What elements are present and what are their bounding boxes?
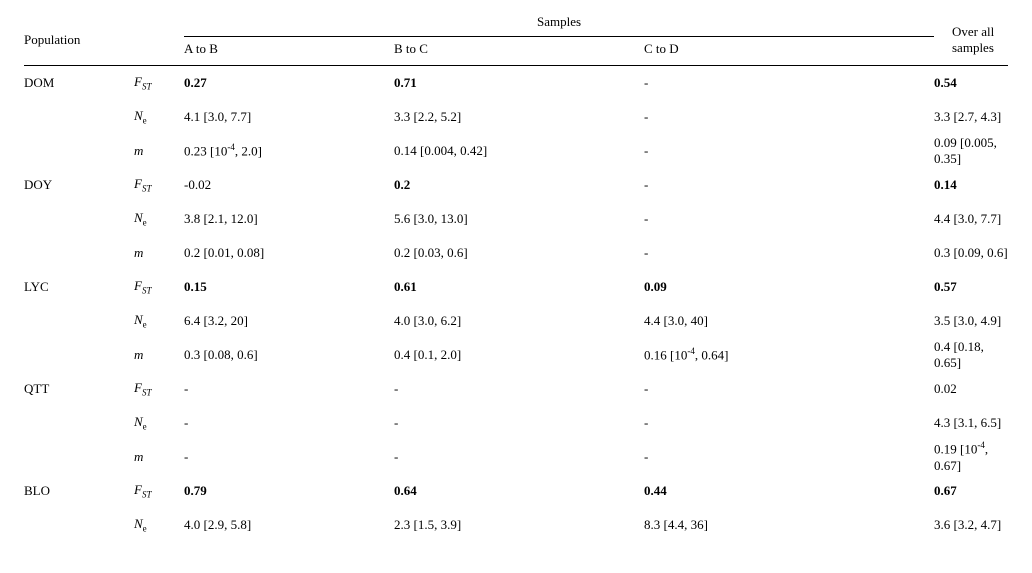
table-row: m 0.23 [10-4, 2.0] 0.14 [0.004, 0.42] - … — [24, 134, 1008, 168]
cell-over: 3.5 [3.0, 4.9] — [934, 304, 1008, 338]
cell-bc: 0.4 [0.1, 2.0] — [394, 338, 644, 372]
header-bc: B to C — [394, 37, 644, 66]
param-ne: Ne — [134, 202, 184, 236]
cell-ab: 0.2 [0.01, 0.08] — [184, 236, 394, 270]
cell-over: 0.3 [0.09, 0.6] — [934, 236, 1008, 270]
table-row: Ne 4.0 [2.9, 5.8] 2.3 [1.5, 3.9] 8.3 [4.… — [24, 508, 1008, 542]
population-cell: QTT — [24, 372, 134, 474]
cell-bc: 4.0 [3.0, 6.2] — [394, 304, 644, 338]
cell-over: 0.19 [10-4, 0.67] — [934, 440, 1008, 474]
cell-ab: 0.79 — [184, 474, 394, 508]
header-row-1: Population Samples Over all samples — [24, 14, 1008, 37]
population-cell: BLO — [24, 474, 134, 542]
cell-bc: 3.3 [2.2, 5.2] — [394, 100, 644, 134]
param-fst: FST — [134, 66, 184, 101]
param-ne: Ne — [134, 406, 184, 440]
cell-ab: 6.4 [3.2, 20] — [184, 304, 394, 338]
param-m: m — [134, 134, 184, 168]
table-row: Ne 3.8 [2.1, 12.0] 5.6 [3.0, 13.0] - 4.4… — [24, 202, 1008, 236]
cell-over: 0.14 — [934, 168, 1008, 202]
cell-cd: - — [644, 440, 934, 474]
param-ne: Ne — [134, 508, 184, 542]
cell-over: 4.4 [3.0, 7.7] — [934, 202, 1008, 236]
table-row: DOY FST -0.02 0.2 - 0.14 — [24, 168, 1008, 202]
population-cell: LYC — [24, 270, 134, 372]
table-row: Ne 4.1 [3.0, 7.7] 3.3 [2.2, 5.2] - 3.3 [… — [24, 100, 1008, 134]
cell-bc: 0.2 [0.03, 0.6] — [394, 236, 644, 270]
cell-over: 0.09 [0.005, 0.35] — [934, 134, 1008, 168]
cell-cd: 4.4 [3.0, 40] — [644, 304, 934, 338]
param-fst: FST — [134, 372, 184, 406]
population-cell: DOY — [24, 168, 134, 270]
param-fst: FST — [134, 270, 184, 304]
cell-cd: - — [644, 100, 934, 134]
cell-ab: 4.0 [2.9, 5.8] — [184, 508, 394, 542]
table-row: m 0.2 [0.01, 0.08] 0.2 [0.03, 0.6] - 0.3… — [24, 236, 1008, 270]
header-cd: C to D — [644, 37, 934, 66]
param-m: m — [134, 236, 184, 270]
cell-ab: 4.1 [3.0, 7.7] — [184, 100, 394, 134]
cell-cd: - — [644, 168, 934, 202]
cell-ab: - — [184, 372, 394, 406]
cell-ab: - — [184, 440, 394, 474]
cell-over: 0.4 [0.18, 0.65] — [934, 338, 1008, 372]
param-ne: Ne — [134, 100, 184, 134]
table-row: Ne 6.4 [3.2, 20] 4.0 [3.0, 6.2] 4.4 [3.0… — [24, 304, 1008, 338]
cell-bc: - — [394, 440, 644, 474]
header-over-all: Over all samples — [934, 14, 1008, 66]
table-row: QTT FST - - - 0.02 — [24, 372, 1008, 406]
param-m: m — [134, 440, 184, 474]
cell-over: 0.67 — [934, 474, 1008, 508]
cell-cd: - — [644, 66, 934, 101]
param-fst: FST — [134, 474, 184, 508]
cell-over: 0.54 — [934, 66, 1008, 101]
cell-cd: 0.16 [10-4, 0.64] — [644, 338, 934, 372]
cell-cd: - — [644, 202, 934, 236]
cell-over: 3.6 [3.2, 4.7] — [934, 508, 1008, 542]
cell-bc: 2.3 [1.5, 3.9] — [394, 508, 644, 542]
cell-cd: - — [644, 372, 934, 406]
table-row: m - - - 0.19 [10-4, 0.67] — [24, 440, 1008, 474]
cell-ab: 3.8 [2.1, 12.0] — [184, 202, 394, 236]
cell-cd: 0.44 — [644, 474, 934, 508]
cell-bc: 0.64 — [394, 474, 644, 508]
cell-bc: - — [394, 372, 644, 406]
cell-bc: 0.71 — [394, 66, 644, 101]
cell-bc: 5.6 [3.0, 13.0] — [394, 202, 644, 236]
cell-ab: -0.02 — [184, 168, 394, 202]
header-population: Population — [24, 14, 134, 66]
table-row: BLO FST 0.79 0.64 0.44 0.67 — [24, 474, 1008, 508]
cell-over: 4.3 [3.1, 6.5] — [934, 406, 1008, 440]
header-ab: A to B — [184, 37, 394, 66]
cell-bc: 0.61 — [394, 270, 644, 304]
population-metrics-table: Population Samples Over all samples A to… — [24, 14, 1008, 542]
cell-cd: - — [644, 406, 934, 440]
cell-bc: - — [394, 406, 644, 440]
population-cell: DOM — [24, 66, 134, 169]
table-row: DOM FST 0.27 0.71 - 0.54 — [24, 66, 1008, 101]
cell-ab: 0.27 — [184, 66, 394, 101]
cell-ab: 0.3 [0.08, 0.6] — [184, 338, 394, 372]
cell-over: 0.57 — [934, 270, 1008, 304]
cell-cd: - — [644, 236, 934, 270]
cell-cd: 8.3 [4.4, 36] — [644, 508, 934, 542]
header-spacer — [134, 14, 184, 66]
param-m: m — [134, 338, 184, 372]
cell-ab: - — [184, 406, 394, 440]
cell-cd: - — [644, 134, 934, 168]
cell-bc: 0.2 — [394, 168, 644, 202]
cell-over: 0.02 — [934, 372, 1008, 406]
cell-ab: 0.15 — [184, 270, 394, 304]
header-samples: Samples — [184, 14, 934, 37]
cell-cd: 0.09 — [644, 270, 934, 304]
cell-bc: 0.14 [0.004, 0.42] — [394, 134, 644, 168]
cell-over: 3.3 [2.7, 4.3] — [934, 100, 1008, 134]
table-row: m 0.3 [0.08, 0.6] 0.4 [0.1, 2.0] 0.16 [1… — [24, 338, 1008, 372]
param-fst: FST — [134, 168, 184, 202]
table-row: LYC FST 0.15 0.61 0.09 0.57 — [24, 270, 1008, 304]
table-row: Ne - - - 4.3 [3.1, 6.5] — [24, 406, 1008, 440]
param-ne: Ne — [134, 304, 184, 338]
cell-ab: 0.23 [10-4, 2.0] — [184, 134, 394, 168]
